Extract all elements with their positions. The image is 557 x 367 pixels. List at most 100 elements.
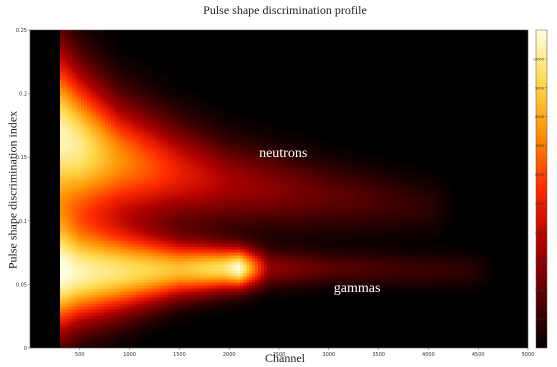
heatmap-cell [147,135,151,139]
heatmap-cell [165,126,169,130]
heatmap-cell [189,162,193,166]
heatmap-cell [162,174,166,178]
heatmap-cell [84,180,88,184]
heatmap-cell [216,312,220,316]
heatmap-cell [177,303,181,307]
heatmap-cell [102,183,106,187]
heatmap-cell [138,171,142,175]
heatmap-cell [174,267,178,271]
heatmap-cell [72,252,76,256]
heatmap-cell [156,303,160,307]
heatmap-cell [66,222,70,226]
heatmap-cell [135,96,139,100]
heatmap-cell [102,258,106,262]
heatmap-cell [108,108,112,112]
heatmap-cell [123,222,127,226]
heatmap-cell [144,240,148,244]
heatmap-cell [189,147,193,151]
heatmap-cell [60,87,64,91]
heatmap-cell [159,297,163,301]
heatmap-cell [141,168,145,172]
heatmap-cell [216,228,220,232]
heatmap-cell [165,165,169,169]
heatmap-cell [183,150,187,154]
heatmap-cell [132,54,136,58]
heatmap-cell [126,180,130,184]
heatmap-cell [75,201,79,205]
heatmap-cell [63,216,67,220]
heatmap-cell [159,228,163,232]
heatmap-cell [162,183,166,187]
heatmap-cell [111,240,115,244]
heatmap-cell [117,303,121,307]
heatmap-cell [174,165,178,169]
heatmap-cell [66,285,70,289]
heatmap-cell [150,285,154,289]
heatmap-cell [60,282,64,286]
heatmap-cell [126,282,130,286]
heatmap-cell [162,144,166,148]
heatmap-cell [162,207,166,211]
heatmap-cell [81,288,85,292]
heatmap-cell [177,270,181,274]
heatmap-cell [159,234,163,238]
heatmap-cell [177,291,181,295]
heatmap-cell [99,231,103,235]
heatmap-cell [210,222,214,226]
heatmap-cell [126,315,130,319]
heatmap-cell [153,162,157,166]
heatmap-cell [90,300,94,304]
heatmap-cell [180,285,184,289]
heatmap-cell [150,141,154,145]
heatmap-cell [111,339,115,343]
heatmap-cell [120,153,124,157]
heatmap-cell [102,39,106,43]
heatmap-cell [129,300,133,304]
heatmap-cell [66,162,70,166]
heatmap-cell [162,282,166,286]
heatmap-cell [96,342,100,346]
heatmap-cell [105,159,109,163]
heatmap-cell [183,204,187,208]
heatmap-cell [63,270,67,274]
heatmap-cell [66,81,70,85]
heatmap-cell [105,246,109,250]
heatmap-cell [69,69,73,73]
heatmap-cell [132,243,136,247]
heatmap-cell [177,84,181,88]
heatmap-cell [114,249,118,253]
heatmap-cell [156,231,160,235]
heatmap-cell [213,309,217,313]
heatmap-cell [111,213,115,217]
heatmap-cell [147,123,151,127]
heatmap-cell [93,111,97,115]
heatmap-cell [213,291,217,295]
heatmap-cell [156,213,160,217]
heatmap-cell [204,183,208,187]
heatmap-cell [210,126,214,130]
heatmap-cell [90,276,94,280]
heatmap-cell [195,111,199,115]
heatmap-cell [141,222,145,226]
heatmap-cell [126,300,130,304]
heatmap-cell [126,132,130,136]
heatmap-cell [75,219,79,223]
heatmap-cell [174,174,178,178]
heatmap-cell [69,294,73,298]
heatmap-cell [84,57,88,61]
heatmap-cell [198,180,202,184]
heatmap-cell [219,183,223,187]
heatmap-cell [132,324,136,328]
heatmap-cell [177,261,181,265]
heatmap-cell [147,270,151,274]
heatmap-cell [165,129,169,133]
heatmap-cell [102,291,106,295]
heatmap-cell [162,312,166,316]
heatmap-cell [144,168,148,172]
heatmap-cell [117,210,121,214]
heatmap-cell [123,231,127,235]
heatmap-cell [198,192,202,196]
heatmap-cell [96,105,100,109]
heatmap-cell [138,192,142,196]
heatmap-cell [117,87,121,91]
